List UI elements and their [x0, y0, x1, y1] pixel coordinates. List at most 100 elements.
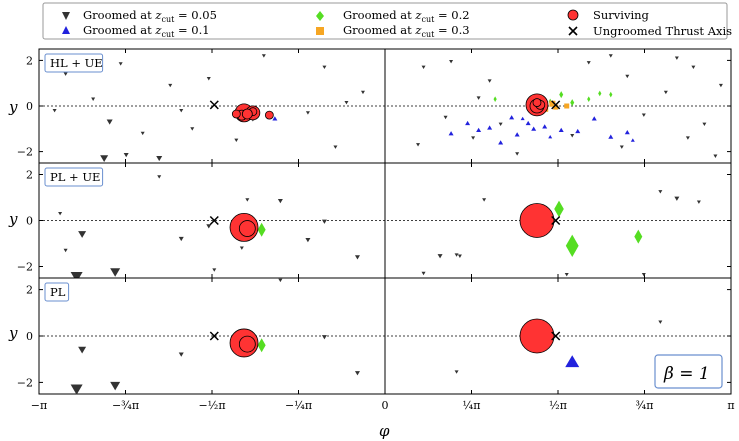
groomed-005-point: [322, 65, 327, 70]
groomed-005-point: [696, 200, 701, 204]
ytick-label: 2: [26, 54, 33, 67]
groomed-005-point: [245, 198, 250, 202]
beta-box: β = 1: [654, 354, 723, 389]
groomed-01-point: [591, 116, 597, 121]
groomed-005-point: [586, 61, 591, 65]
groomed-02-point: [587, 96, 591, 102]
ylabel-panel-1: y: [8, 98, 18, 116]
surviving-point: [231, 109, 241, 119]
groomed-005-point: [168, 83, 173, 88]
groomed-02-point: [257, 338, 266, 353]
legend-item-groomed-005: Groomed at zcut = 0.05: [62, 8, 217, 24]
groomed-005-point: [691, 65, 696, 70]
groomed-005-point: [457, 254, 462, 258]
groomed-005-point: [156, 156, 163, 162]
xtick-label: −π: [31, 399, 47, 412]
thrust-axis-point: [551, 215, 561, 226]
groomed-005-point: [70, 384, 83, 395]
groomed-005-point: [354, 371, 360, 376]
groomed-005-point: [321, 219, 327, 224]
legend-label-groomed-02: Groomed at zcut = 0.2: [343, 8, 470, 24]
groomed-005-point: [305, 111, 310, 115]
panel-label-frame: [44, 53, 104, 73]
groomed-005-point: [471, 136, 476, 140]
groomed-005-point: [674, 196, 680, 201]
diamond-icon: [316, 11, 324, 21]
groomed-005-point: [354, 255, 360, 260]
panel-1: 2 0 −2 HL + UE: [17, 48, 732, 164]
surviving-point: [241, 108, 253, 120]
groomed-005-point: [78, 346, 87, 354]
groomed-005-point: [52, 108, 57, 113]
groomed-005-point: [443, 115, 448, 120]
groomed-005-point: [140, 131, 145, 136]
groomed-005-point: [118, 62, 123, 66]
ytick-label: −2: [17, 146, 33, 159]
panel-label-frame: [44, 282, 70, 302]
groomed-005-point: [625, 74, 630, 79]
xtick-label: ¾π: [636, 399, 654, 412]
groomed-005-point: [100, 155, 109, 163]
groomed-005-point: [234, 138, 239, 142]
groomed-005-point: [454, 370, 459, 374]
groomed-005-point: [454, 253, 459, 257]
groomed-005-point: [713, 154, 718, 158]
groomed-02-point: [570, 99, 575, 107]
square-icon: [316, 27, 324, 35]
groomed-005-point: [608, 54, 613, 58]
legend-item-axis: Ungroomed Thrust Axis: [568, 24, 732, 38]
groomed-005-point: [498, 122, 503, 127]
legend-item-surviving: Surviving: [567, 8, 650, 22]
xtick-label: 0: [382, 399, 389, 412]
triangle-up-icon: [62, 26, 70, 34]
groomed-005-point: [702, 122, 707, 127]
surviving-point: [519, 203, 555, 238]
groomed-01-point: [608, 134, 614, 139]
xtick-label: π: [727, 399, 734, 412]
groomed-005-point: [321, 335, 327, 340]
ytick-label: 0: [26, 330, 33, 343]
legend-label-groomed-03: Groomed at zcut = 0.3: [343, 23, 470, 39]
groomed-005-point: [123, 153, 129, 158]
groomed-02-point: [559, 91, 564, 99]
groomed-005-point: [261, 54, 266, 58]
surviving-point: [264, 110, 274, 120]
groomed-005-point: [449, 59, 454, 64]
groomed-005-point: [360, 90, 365, 95]
groomed-01-point: [498, 140, 504, 145]
legend-label-axis: Ungroomed Thrust Axis: [593, 24, 732, 38]
thrust-axis-point: [209, 331, 219, 341]
legend-item-groomed-02: Groomed at zcut = 0.2: [316, 8, 470, 24]
x-mark-icon: [568, 26, 578, 36]
groomed-005-point: [658, 320, 663, 324]
groomed-01-point: [565, 355, 580, 368]
ytick-label: 2: [26, 169, 33, 182]
groomed-005-point: [58, 212, 63, 216]
groomed-005-point: [91, 97, 96, 101]
groomed-005-point: [658, 190, 663, 194]
groomed-005-point: [482, 198, 487, 202]
groomed-02-point: [634, 229, 643, 244]
legend-frame: [42, 2, 728, 40]
legend: Groomed at zcut = 0.05 Groomed at zcut =…: [42, 2, 732, 40]
ytick-label: −2: [17, 261, 33, 274]
groomed-01-point: [272, 116, 278, 121]
panel-2: 2 0 −2 PL + UE: [17, 162, 732, 283]
groomed-005-point: [157, 175, 162, 179]
groomed-01-point: [487, 125, 493, 130]
groomed-005-point: [685, 136, 690, 140]
legend-label-groomed-005: Groomed at zcut = 0.05: [83, 8, 217, 24]
triangle-down-icon: [62, 12, 70, 20]
groomed-005-point: [305, 238, 311, 243]
groomed-005-point: [674, 56, 679, 60]
groomed-005-point: [619, 145, 624, 149]
thrust-axis-point: [551, 100, 561, 110]
groomed-01-point: [465, 120, 471, 126]
beta-frame: [654, 354, 723, 389]
groomed-01-point: [558, 127, 564, 132]
beta-label: β = 1: [663, 364, 710, 384]
groomed-005-point: [178, 352, 184, 357]
groomed-005-point: [421, 271, 426, 276]
groomed-005-point: [277, 198, 283, 204]
panel-label: PL + UE: [50, 170, 100, 184]
